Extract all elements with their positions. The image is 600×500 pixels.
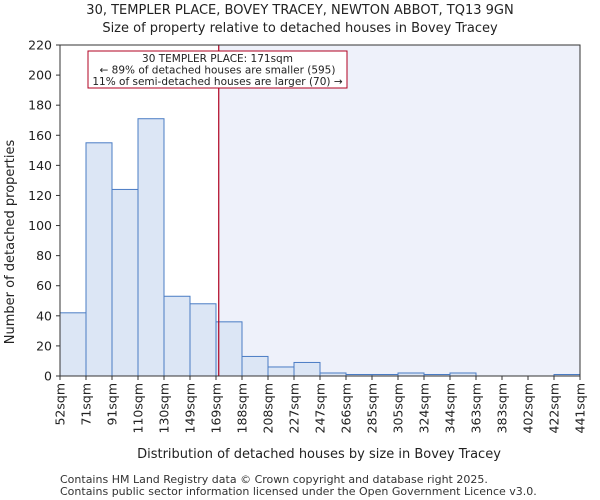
footer-licence: Contains public sector information licen… <box>60 485 537 498</box>
x-tick-label: 305sqm <box>391 383 406 433</box>
y-tick-label: 0 <box>44 369 52 384</box>
x-tick-label: 285sqm <box>365 383 380 433</box>
x-tick-label: 188sqm <box>235 383 250 433</box>
y-tick-label: 60 <box>36 278 52 293</box>
x-tick-label: 130sqm <box>157 383 172 433</box>
x-tick-label: 149sqm <box>183 383 198 433</box>
histogram-bar <box>59 312 87 377</box>
x-tick-label: 266sqm <box>339 383 354 433</box>
annotation-box <box>87 50 348 89</box>
annotation-line-2: ← 89% of detached houses are smaller (59… <box>100 65 336 77</box>
x-tick-label: 344sqm <box>443 383 458 433</box>
y-tick-label: 140 <box>28 158 52 173</box>
histogram-bar <box>241 355 269 377</box>
y-tick-label: 120 <box>28 188 52 203</box>
x-axis-label: Distribution of detached houses by size … <box>137 447 501 462</box>
y-tick-label: 220 <box>28 38 52 53</box>
x-tick-label: 441sqm <box>573 383 588 433</box>
annotation-line-3: 11% of semi-detached houses are larger (… <box>92 76 343 88</box>
chart-title-address: 30, TEMPLER PLACE, BOVEY TRACEY, NEWTON … <box>86 3 514 18</box>
x-tick-label: 52sqm <box>53 383 68 426</box>
x-tick-label: 227sqm <box>287 383 302 433</box>
footer-copyright: Contains HM Land Registry data © Crown c… <box>60 473 488 486</box>
y-tick-label: 20 <box>36 338 52 353</box>
annotation-line-1: 30 TEMPLER PLACE: 171sqm <box>142 53 293 65</box>
histogram-bar <box>267 366 295 377</box>
x-tick-label: 363sqm <box>469 383 484 433</box>
y-tick-label: 100 <box>28 218 52 233</box>
histogram-bar <box>215 321 243 377</box>
x-tick-label: 110sqm <box>131 383 146 433</box>
y-tick-label: 80 <box>36 248 52 263</box>
y-tick-label: 200 <box>28 68 52 83</box>
x-tick-label: 422sqm <box>547 383 562 433</box>
histogram-bar <box>163 295 191 377</box>
y-tick-label: 180 <box>28 98 52 113</box>
x-tick-label: 169sqm <box>209 383 224 433</box>
histogram-bar <box>189 303 217 377</box>
larger-region-highlight <box>218 45 580 376</box>
histogram-bar <box>137 118 165 377</box>
x-tick-label: 71sqm <box>79 383 94 426</box>
x-tick-label: 247sqm <box>313 383 328 433</box>
y-axis-label: Number of detached properties <box>3 140 18 345</box>
x-tick-label: 383sqm <box>495 383 510 433</box>
histogram-bar <box>293 361 321 377</box>
chart-title: Size of property relative to detached ho… <box>102 21 498 36</box>
y-tick-label: 40 <box>36 308 52 323</box>
histogram-bar <box>111 188 139 377</box>
x-tick-label: 208sqm <box>261 383 276 433</box>
x-tick-label: 324sqm <box>417 383 432 433</box>
x-tick-label: 402sqm <box>521 383 536 433</box>
y-tick-label: 160 <box>28 128 52 143</box>
histogram-bar <box>85 142 113 377</box>
x-tick-label: 91sqm <box>105 383 120 426</box>
